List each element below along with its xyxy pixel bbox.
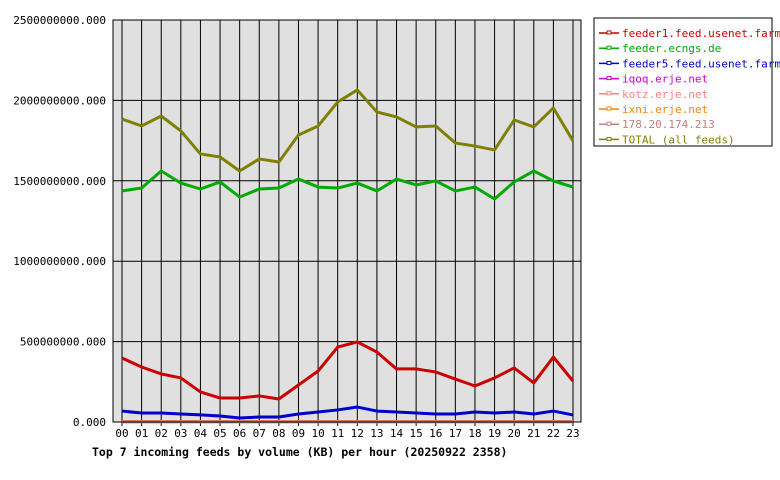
legend-marker [606,91,612,96]
x-tick-label: 18 [468,427,481,440]
legend: feeder1.feed.usenet.farm feeder.ecngs.de f… [593,17,780,147]
x-tick-label: 00 [115,427,128,440]
x-tick-label: 13 [370,427,383,440]
legend-marker [606,30,612,35]
x-tick-label: 15 [410,427,423,440]
legend-label: ixni.erje.net [622,103,708,116]
x-tick-label: 23 [566,427,579,440]
x-tick-label: 12 [351,427,364,440]
legend-label: feeder.ecngs.de [622,42,721,55]
x-tick-label: 02 [155,427,168,440]
x-tick-label: 01 [135,427,148,440]
x-tick-label: 21 [527,427,540,440]
x-tick-label: 14 [390,427,404,440]
x-tick-label: 05 [213,427,226,440]
legend-marker [606,136,612,141]
y-tick-label: 500000000.000 [20,336,106,349]
x-tick-label: 19 [488,427,501,440]
plot-area [113,20,581,422]
legend-label: 178.20.174.213 [622,118,715,131]
x-tick-label: 16 [429,427,442,440]
x-tick-label: 20 [508,427,521,440]
x-tick-label: 09 [292,427,305,440]
x-tick-label: 03 [174,427,187,440]
legend-label: iqoq.erje.net [622,73,708,86]
y-tick-label: 2500000000.000 [13,14,106,27]
x-tick-label: 04 [194,427,208,440]
chart-title: Top 7 incoming feeds by volume (KB) per … [92,445,507,459]
legend-marker [606,76,612,81]
legend-marker [606,60,612,65]
legend-label: kotz.erje.net [622,88,708,101]
legend-label: feeder1.feed.usenet.farm [622,27,780,40]
series-line-feeder-ecngs-de [121,169,574,201]
x-tick-label: 06 [233,427,246,440]
plot-border [112,19,582,423]
x-tick-label: 22 [547,427,560,440]
x-tick-label: 17 [449,427,462,440]
legend-label: TOTAL (all feeds) [622,133,735,146]
y-tick-label: 2000000000.000 [13,94,106,107]
y-tick-label: 0.000 [73,416,106,429]
x-tick-label: 08 [272,427,285,440]
legend-marker [606,106,612,111]
legend-label: feeder5.feed.usenet.farm [622,57,780,70]
legend-marker [606,45,612,50]
x-tick-label: 10 [311,427,324,440]
x-tick-label: 07 [253,427,266,440]
legend-box [593,17,773,147]
x-tick-label: 11 [331,427,344,440]
series-line-total-all-feeds- [121,88,575,173]
series-line-feeder1-feed-usenet-farm [121,340,575,401]
y-tick-label: 1000000000.000 [13,255,106,268]
series-line-feeder5-feed-usenet-farm [121,405,574,420]
y-tick-label: 1500000000.000 [13,175,106,188]
legend-marker [606,121,612,126]
